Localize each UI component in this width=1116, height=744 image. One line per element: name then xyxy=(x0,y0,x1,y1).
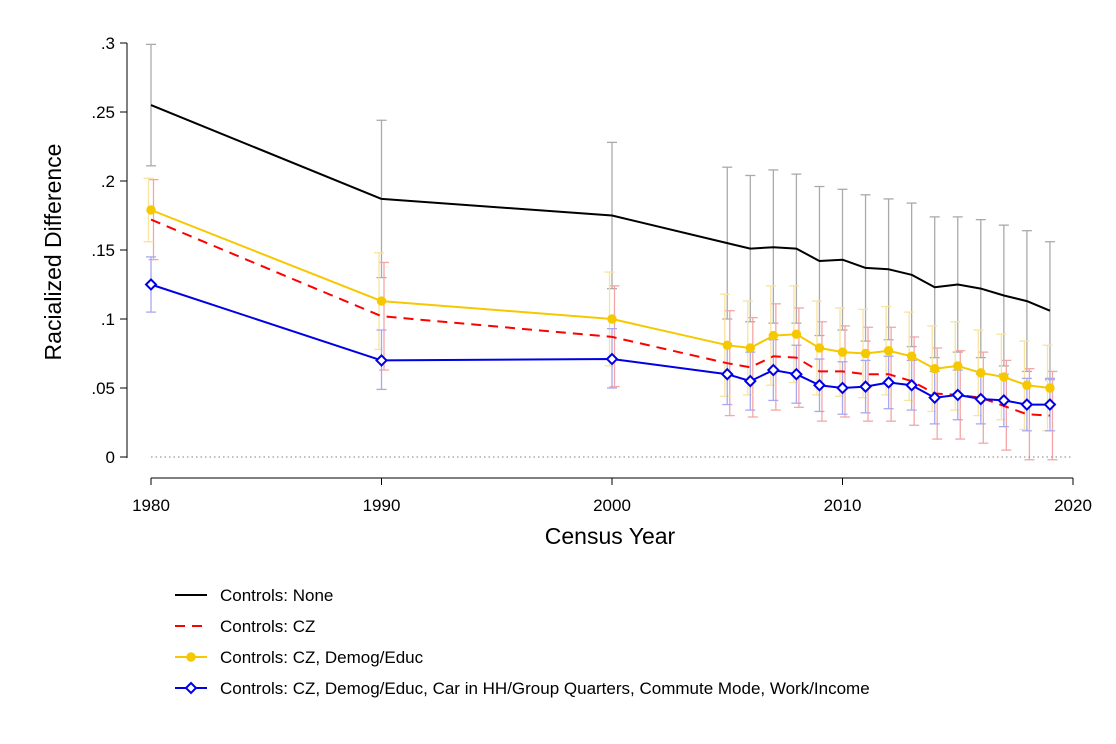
data-point xyxy=(813,378,826,392)
series-line-1 xyxy=(150,104,1051,312)
data-point xyxy=(999,372,1009,382)
data-point xyxy=(605,352,619,366)
data-point xyxy=(375,353,388,367)
data-point xyxy=(766,363,780,377)
legend-label: Controls: None xyxy=(220,586,333,605)
y-tick-label: .05 xyxy=(91,379,115,398)
data-point xyxy=(905,378,919,392)
y-tick-label: .25 xyxy=(91,103,115,122)
legend: Controls: None Controls: CZ Controls: CZ, … xyxy=(175,586,870,698)
data-point xyxy=(930,363,940,374)
x-axis-label: Census Year xyxy=(545,523,676,549)
ci-group-1 xyxy=(146,43,1055,381)
data-point xyxy=(745,343,755,353)
data-point xyxy=(953,361,963,371)
data-point xyxy=(906,351,917,361)
data-point xyxy=(928,391,942,405)
markers-4 xyxy=(144,278,1057,411)
y-tick-label: .2 xyxy=(101,172,115,191)
data-point xyxy=(607,314,617,324)
data-point xyxy=(376,296,387,306)
x-tick-label: 1990 xyxy=(363,496,401,515)
ci-group-3 xyxy=(143,177,1053,432)
x-tick-label: 1980 xyxy=(132,496,170,515)
data-point xyxy=(146,205,156,215)
legend-item-4: Controls: CZ, Demog/Educ, Car in HH/Grou… xyxy=(175,679,870,698)
confidence-intervals xyxy=(143,43,1058,461)
data-point xyxy=(1045,383,1055,393)
data-point xyxy=(144,278,158,291)
data-point xyxy=(1022,380,1032,390)
legend-item-1: Controls: None xyxy=(175,586,333,605)
data-point xyxy=(1020,398,1034,411)
legend-item-2: Controls: CZ xyxy=(175,617,315,636)
legend-label: Controls: CZ xyxy=(220,617,315,636)
ci-group-2 xyxy=(148,178,1058,461)
data-point xyxy=(951,388,965,402)
data-point xyxy=(836,381,849,395)
series-line-3 xyxy=(150,209,1051,389)
data-point xyxy=(743,374,757,388)
data-point xyxy=(883,346,894,356)
y-tick-label: .3 xyxy=(101,34,115,53)
data-point xyxy=(720,367,734,381)
y-tick-label: .1 xyxy=(101,310,115,329)
legend-marker xyxy=(186,652,196,662)
data-point xyxy=(722,340,732,350)
data-point xyxy=(789,367,803,381)
markers-3 xyxy=(146,205,1055,393)
series-lines xyxy=(150,104,1051,417)
data-point xyxy=(1043,398,1057,411)
axes: 0 .05 .1 .15 .2 .25 .3 1980 1990 2000 2010 2020 xyxy=(91,34,1092,515)
x-tick-label: 2010 xyxy=(824,496,862,515)
data-point xyxy=(976,368,986,378)
y-axis-label: Racialized Difference xyxy=(40,144,66,361)
data-point xyxy=(860,348,871,359)
data-point xyxy=(974,392,988,406)
x-tick-label: 2000 xyxy=(593,496,631,515)
x-tick-label: 2020 xyxy=(1054,496,1092,515)
data-point xyxy=(837,347,848,357)
data-point xyxy=(859,380,872,394)
series-markers xyxy=(144,205,1057,411)
data-point xyxy=(814,343,825,353)
legend-marker xyxy=(184,681,198,695)
legend-item-3: Controls: CZ, Demog/Educ xyxy=(175,648,424,667)
data-point xyxy=(768,330,779,341)
legend-label: Controls: CZ, Demog/Educ xyxy=(220,648,424,667)
data-point xyxy=(997,394,1011,407)
data-point xyxy=(791,329,802,339)
ci-group-4 xyxy=(146,256,1055,432)
data-point xyxy=(882,376,896,389)
legend-label: Controls: CZ, Demog/Educ, Car in HH/Grou… xyxy=(220,679,870,698)
y-tick-label: 0 xyxy=(106,448,115,467)
y-tick-label: .15 xyxy=(91,241,115,260)
